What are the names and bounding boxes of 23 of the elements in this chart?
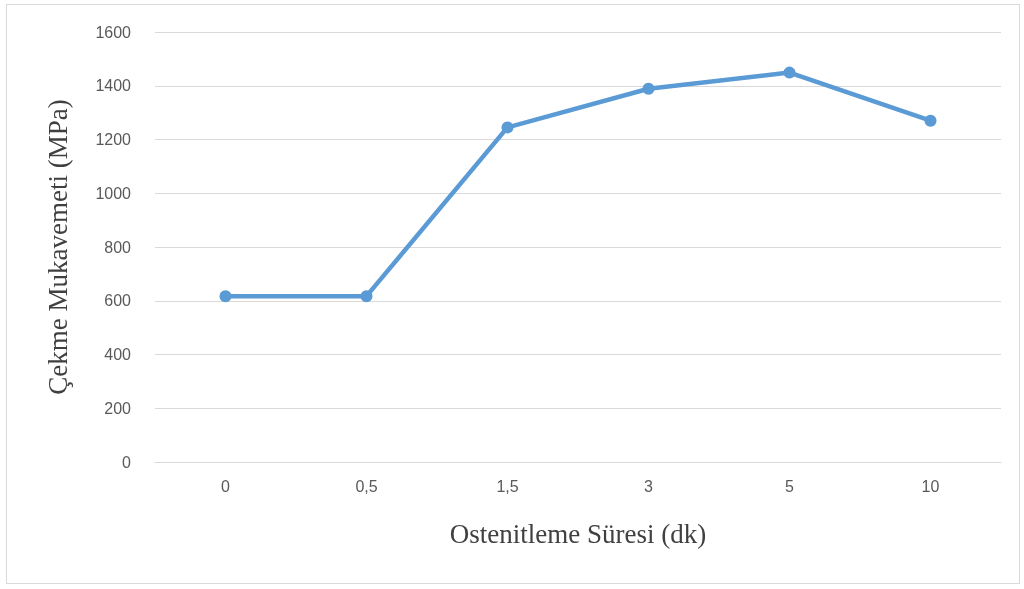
point xyxy=(360,290,373,303)
y-tick-label: 1200 xyxy=(95,131,132,148)
y-tick-label: 1000 xyxy=(95,184,132,202)
x-tick-label: 0 xyxy=(221,477,231,495)
point xyxy=(501,121,514,134)
point xyxy=(924,114,937,127)
x-tick-label: 5 xyxy=(785,477,795,495)
x-tick-label: 0,5 xyxy=(355,477,378,495)
y-tick-label: 0 xyxy=(122,453,132,471)
y-tick-label: 200 xyxy=(104,399,132,417)
y-tick-label: 400 xyxy=(104,346,132,363)
y-tick-label: 600 xyxy=(104,292,132,310)
x-tick-label: 3 xyxy=(644,477,654,495)
x-tick-label: 10 xyxy=(921,477,940,495)
point xyxy=(642,82,655,95)
y-tick-label: 1600 xyxy=(95,23,132,41)
x-tick-label: 1,5 xyxy=(496,477,519,495)
x-axis-title: Ostenitleme Süresi (dk) xyxy=(449,518,707,549)
y-axis-title: Çekme Mukavemeti (MPa) xyxy=(42,99,73,395)
point xyxy=(219,290,232,303)
point xyxy=(783,66,796,79)
y-tick-label: 1400 xyxy=(95,77,132,95)
y-tick-label: 800 xyxy=(104,238,132,256)
